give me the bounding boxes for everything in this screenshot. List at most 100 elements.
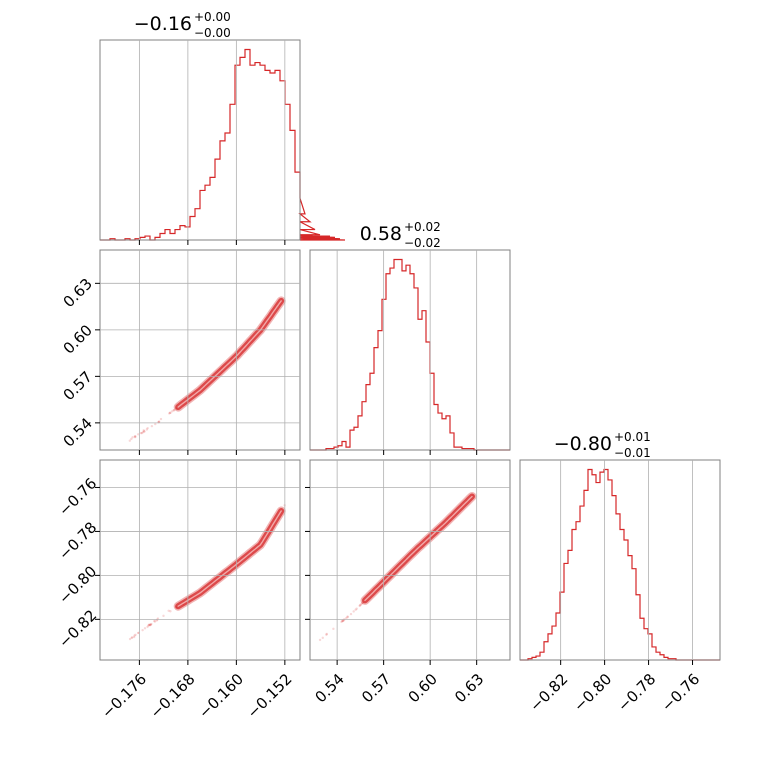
histogram-panel-2 bbox=[520, 468, 720, 661]
y-tick-label: −0.78 bbox=[55, 518, 100, 563]
sample-point bbox=[349, 612, 353, 616]
sample-point bbox=[345, 616, 348, 620]
sample-point bbox=[142, 430, 146, 433]
sample-point bbox=[153, 619, 156, 623]
histogram-panel-1 bbox=[310, 258, 510, 451]
sample-point bbox=[140, 431, 144, 435]
sample-point bbox=[146, 625, 149, 629]
sample-point bbox=[145, 428, 149, 431]
sample-point bbox=[325, 632, 329, 636]
sample-point bbox=[169, 610, 172, 613]
sample-point bbox=[352, 610, 355, 613]
sample-point bbox=[142, 429, 145, 432]
sample-point bbox=[167, 412, 171, 415]
x-tick-label: −0.76 bbox=[658, 670, 703, 715]
sample-point bbox=[134, 435, 137, 438]
title-value: −0.16 bbox=[134, 13, 192, 35]
sample-point bbox=[346, 615, 349, 619]
sample-point bbox=[139, 431, 143, 435]
histogram-frame bbox=[309, 249, 511, 451]
histogram-step-line bbox=[310, 258, 510, 451]
sample-point bbox=[137, 631, 140, 635]
sample-point bbox=[358, 604, 361, 607]
contour-outer bbox=[173, 506, 286, 611]
sample-point bbox=[167, 609, 170, 613]
sample-point bbox=[148, 623, 151, 627]
x-tick-label: 0.57 bbox=[358, 670, 394, 706]
sample-point bbox=[149, 623, 152, 626]
sample-point bbox=[341, 619, 344, 623]
histogram-panel-0 bbox=[100, 48, 346, 241]
sample-point bbox=[157, 420, 161, 423]
y-tick-label: 0.63 bbox=[60, 275, 96, 311]
sample-point bbox=[169, 411, 172, 415]
scatter-panel-0-2 bbox=[128, 504, 286, 641]
sample-point bbox=[159, 417, 163, 421]
sample-point bbox=[321, 636, 324, 640]
sample-point bbox=[153, 620, 157, 623]
title-plus-error: +0.01 bbox=[614, 430, 651, 444]
sample-point bbox=[143, 627, 147, 630]
sample-point bbox=[162, 614, 165, 618]
contour-outer bbox=[173, 296, 286, 412]
y-tick-label: 0.54 bbox=[60, 414, 96, 450]
sample-point bbox=[128, 637, 132, 641]
sample-point bbox=[149, 623, 152, 626]
sample-point bbox=[169, 411, 172, 415]
sample-point bbox=[133, 435, 137, 439]
panel-title: 0.58 +0.02 −0.02 bbox=[360, 220, 441, 250]
scatter-panel-0-1 bbox=[128, 296, 286, 442]
sample-point bbox=[318, 638, 322, 642]
sample-point bbox=[130, 636, 134, 639]
title-minus-error: −0.01 bbox=[614, 446, 651, 460]
title-plus-error: +0.02 bbox=[404, 220, 441, 234]
sample-point bbox=[131, 436, 134, 439]
sample-point bbox=[359, 603, 362, 606]
sample-point bbox=[340, 620, 343, 624]
histogram-step-line bbox=[520, 468, 720, 661]
sample-point bbox=[134, 633, 137, 636]
sample-point bbox=[143, 430, 146, 433]
x-tick-label: −0.168 bbox=[147, 670, 199, 722]
sample-point bbox=[154, 422, 157, 426]
sample-point bbox=[170, 410, 174, 413]
scatter-panel-1-2 bbox=[318, 492, 477, 642]
contour-inner bbox=[364, 495, 473, 602]
sample-point bbox=[146, 427, 149, 430]
sample-point bbox=[341, 619, 345, 623]
scatter-frame bbox=[99, 459, 301, 661]
sample-point bbox=[346, 615, 349, 618]
sample-point bbox=[355, 607, 358, 610]
sample-point bbox=[133, 435, 137, 438]
sample-point bbox=[148, 623, 151, 627]
histogram-frame bbox=[99, 39, 301, 241]
title-minus-error: −0.00 bbox=[194, 26, 231, 40]
sample-point bbox=[130, 437, 133, 441]
title-value: 0.58 bbox=[360, 223, 402, 245]
contour-inner bbox=[177, 300, 282, 408]
sample-point bbox=[150, 424, 154, 428]
title-value: −0.80 bbox=[554, 433, 612, 455]
sample-point bbox=[141, 628, 144, 632]
sample-point bbox=[133, 634, 136, 637]
x-tick-label: −0.78 bbox=[614, 670, 659, 715]
sample-point bbox=[325, 633, 328, 636]
y-tick-label: 0.60 bbox=[60, 321, 96, 357]
histogram-frame bbox=[519, 459, 721, 661]
sample-point bbox=[172, 408, 176, 412]
x-tick-label: 0.63 bbox=[451, 670, 487, 706]
sample-point bbox=[147, 624, 150, 627]
sample-point bbox=[172, 409, 176, 412]
title-plus-error: +0.00 bbox=[194, 10, 231, 24]
sample-point bbox=[358, 604, 362, 607]
sample-point bbox=[148, 624, 152, 627]
sample-point bbox=[360, 602, 363, 605]
sample-point bbox=[341, 619, 344, 623]
sample-point bbox=[141, 431, 145, 434]
x-tick-label: −0.152 bbox=[244, 670, 296, 722]
sample-point bbox=[130, 636, 133, 639]
y-tick-label: −0.82 bbox=[55, 606, 100, 651]
sample-point bbox=[128, 439, 132, 442]
histogram-step-line bbox=[100, 48, 346, 241]
